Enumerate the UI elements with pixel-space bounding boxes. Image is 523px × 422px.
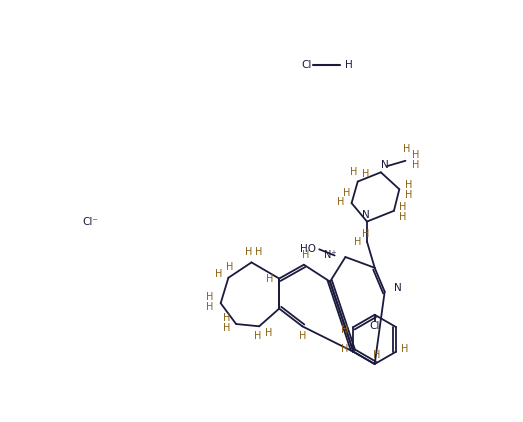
Text: H: H [206, 292, 213, 302]
Text: N⁺: N⁺ [324, 251, 336, 260]
Text: H: H [245, 247, 252, 257]
Text: H: H [400, 212, 407, 222]
Text: H: H [302, 251, 309, 260]
Text: H: H [412, 160, 419, 170]
Text: Cl⁻: Cl⁻ [82, 216, 98, 227]
Text: H: H [400, 202, 407, 212]
Text: H: H [405, 190, 412, 200]
Text: H: H [350, 167, 358, 176]
Text: H: H [299, 331, 306, 341]
Text: H: H [362, 229, 369, 239]
Text: HO: HO [300, 244, 316, 254]
Text: Cl: Cl [369, 321, 380, 330]
Text: H: H [337, 197, 345, 206]
Text: H: H [341, 325, 348, 335]
Text: H: H [403, 144, 411, 154]
Text: H: H [345, 60, 353, 70]
Text: H: H [254, 330, 262, 341]
Text: H: H [412, 149, 419, 160]
Text: H: H [206, 302, 213, 312]
Text: H: H [215, 269, 223, 279]
Text: H: H [343, 188, 350, 198]
Text: N: N [381, 160, 389, 170]
Text: H: H [372, 350, 380, 360]
Text: H: H [362, 169, 369, 179]
Text: H: H [341, 344, 348, 354]
Text: H: H [354, 237, 361, 246]
Text: N: N [361, 211, 369, 220]
Text: H: H [223, 323, 231, 333]
Text: Cl: Cl [301, 60, 312, 70]
Text: H: H [226, 262, 234, 272]
Text: H: H [265, 328, 272, 338]
Text: N: N [394, 283, 402, 293]
Text: H: H [401, 344, 408, 354]
Text: H: H [405, 180, 412, 190]
Text: H: H [223, 313, 231, 323]
Text: H: H [266, 273, 274, 284]
Text: H: H [256, 247, 263, 257]
